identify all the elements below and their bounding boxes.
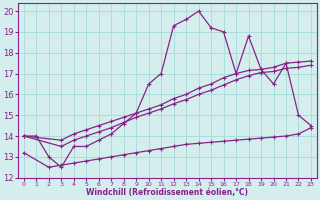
X-axis label: Windchill (Refroidissement éolien,°C): Windchill (Refroidissement éolien,°C): [86, 188, 248, 197]
